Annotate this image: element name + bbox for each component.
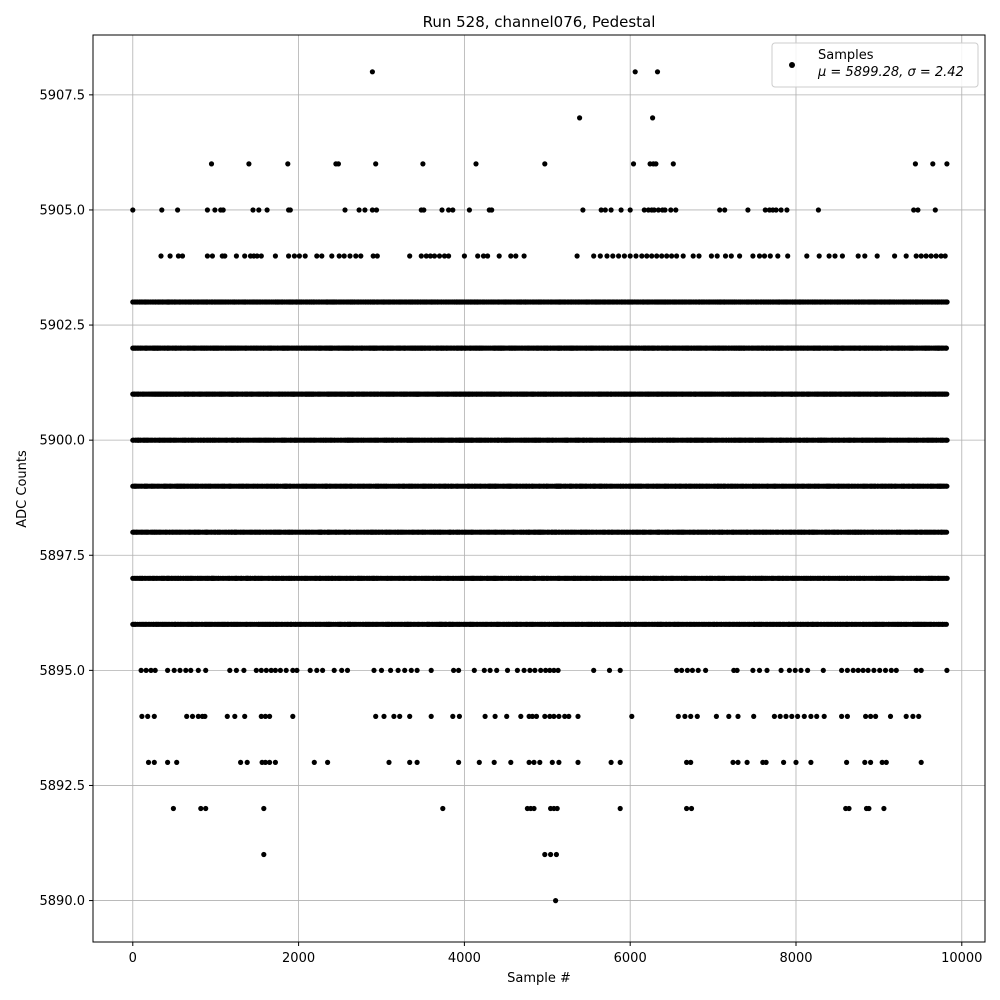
x-tick-label: 10000 <box>941 951 982 966</box>
y-tick-label: 5907.5 <box>40 88 86 103</box>
x-tick-label: 8000 <box>779 951 812 966</box>
y-tick-label: 5890.0 <box>40 894 86 909</box>
data-point <box>943 345 950 351</box>
data-point <box>944 575 950 581</box>
x-tick-label: 2000 <box>282 951 315 966</box>
y-tick-label: 5895.0 <box>40 664 86 679</box>
data-point <box>944 437 950 443</box>
data-point <box>944 391 950 397</box>
y-tick-label: 5897.5 <box>40 549 86 564</box>
y-tick-label: 5892.5 <box>40 779 86 794</box>
x-tick-label: 0 <box>129 951 137 966</box>
data-point <box>943 621 950 627</box>
data-point <box>944 529 950 535</box>
x-tick-label: 6000 <box>614 951 647 966</box>
y-tick-label: 5900.0 <box>40 434 86 449</box>
axis-ticks: 0 2000 4000 6000 8000 10000 5890.0 5892.5 5895.0… <box>40 88 983 966</box>
data-point <box>944 483 950 489</box>
y-tick-label: 5902.5 <box>40 319 86 334</box>
y-tick-label: 5905.0 <box>40 203 86 218</box>
x-tick-label: 4000 <box>448 951 481 966</box>
data-points <box>130 69 950 904</box>
